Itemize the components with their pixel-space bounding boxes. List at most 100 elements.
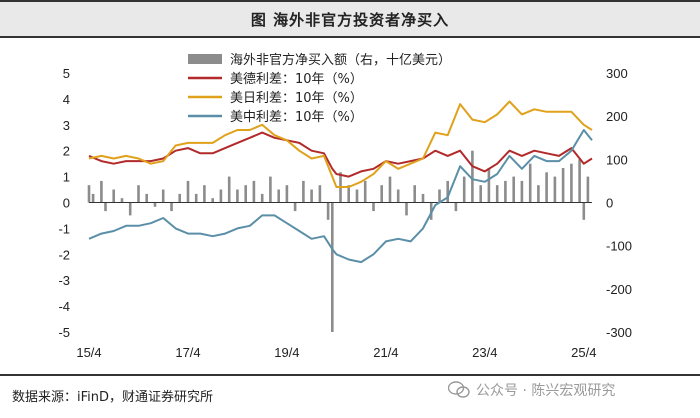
bar	[277, 189, 280, 203]
left-tick-label: 1	[63, 170, 70, 185]
bar	[553, 176, 557, 203]
bar	[128, 202, 132, 216]
right-tick-label: 300	[606, 66, 628, 81]
bar	[318, 185, 322, 203]
x-tick-label: 21/4	[373, 345, 398, 360]
bar	[462, 176, 466, 203]
figure-title: 图 海外非官方投资者净买入	[250, 10, 450, 29]
bar	[520, 180, 524, 203]
bar	[578, 159, 581, 203]
bar	[227, 176, 231, 203]
bar	[244, 185, 247, 203]
bar	[302, 180, 305, 203]
bar	[405, 202, 408, 216]
series-line-0	[88, 131, 593, 178]
bar	[194, 193, 198, 203]
bar	[413, 185, 416, 203]
bar	[252, 180, 256, 203]
bar	[87, 185, 91, 203]
bar	[219, 189, 223, 203]
watermark: 公众号 · 陈兴宏观研究	[448, 380, 615, 400]
bar	[388, 176, 392, 203]
legend: 海外非官方净买入额（右，十亿美元） 美德利差：10年（%） 美日利差：10年（%） 美…	[188, 52, 451, 125]
bar	[347, 185, 350, 203]
bar	[479, 185, 482, 203]
right-tick-label: -100	[606, 239, 632, 254]
left-tick-label: -3	[58, 273, 70, 288]
bar	[545, 172, 548, 203]
series-line-1	[88, 100, 593, 188]
wechat-icon	[448, 381, 470, 398]
bar	[310, 189, 313, 203]
x-tick-label: 23/4	[472, 345, 497, 360]
bar	[561, 168, 565, 203]
left-tick-label: 0	[63, 196, 70, 211]
bar	[512, 176, 515, 203]
legend-swatch-bars	[188, 54, 222, 64]
bar	[582, 202, 586, 220]
left-tick-label: 5	[63, 66, 70, 81]
legend-label-jp: 美日利差：10年（%）	[230, 91, 363, 106]
bar	[112, 189, 115, 203]
bar	[186, 180, 190, 203]
bars-layer	[87, 150, 590, 332]
bar	[326, 202, 330, 220]
left-tick-label: -2	[58, 247, 70, 262]
bar	[203, 185, 206, 203]
bar	[293, 202, 297, 212]
bar	[396, 189, 400, 203]
bar	[438, 189, 441, 203]
left-tick-label: 3	[63, 118, 70, 133]
bar	[178, 193, 181, 203]
bar	[355, 189, 359, 203]
bottom-rule	[0, 374, 700, 376]
axes-layer: 5 4 3 2 1 0 -1 -2 -3 -4 -5 300 200 100 0 -100 -200 -300 15…	[58, 66, 632, 360]
bar	[269, 176, 272, 203]
right-tick-label: 100	[606, 152, 628, 167]
bar	[120, 198, 124, 203]
chart-svg: 5 4 3 2 1 0 -1 -2 -3 -4 -5 300 200 100 0 -100 -200 -300 15…	[58, 52, 632, 360]
left-tick-label: -4	[58, 299, 70, 314]
bar	[260, 193, 264, 203]
bar	[211, 198, 214, 203]
figure-title-band: 图 海外非官方投资者净买入	[0, 0, 700, 38]
right-tick-label: -300	[606, 325, 632, 340]
series-line-2	[88, 129, 593, 264]
watermark-text: 公众号 · 陈兴宏观研究	[476, 383, 616, 399]
bar	[487, 168, 491, 203]
left-tick-label: -5	[58, 325, 70, 340]
right-tick-label: 0	[606, 196, 613, 211]
bar	[528, 163, 532, 203]
bar	[153, 202, 157, 207]
bar	[421, 193, 425, 203]
lines-layer	[88, 100, 593, 264]
bar	[170, 202, 173, 212]
bar	[570, 163, 573, 203]
bar	[363, 180, 367, 203]
source-note: 数据来源：iFinD，财通证券研究所	[12, 390, 214, 405]
bar	[372, 202, 375, 212]
x-tick-label: 17/4	[175, 345, 200, 360]
right-tick-label: -200	[606, 282, 632, 297]
bar	[446, 180, 449, 203]
bar	[285, 185, 289, 203]
bar	[380, 185, 383, 203]
legend-label-bars: 海外非官方净买入额（右，十亿美元）	[230, 52, 451, 68]
right-tick-label: 200	[606, 109, 628, 124]
bar	[504, 180, 507, 203]
legend-label-cn: 美中利差：10年（%）	[230, 110, 363, 125]
bar	[471, 150, 474, 203]
bar	[537, 185, 540, 203]
bar	[331, 202, 334, 332]
left-tick-label: -1	[58, 221, 70, 236]
bar	[145, 193, 148, 203]
bar	[91, 193, 95, 203]
bar	[161, 189, 165, 203]
x-tick-label: 19/4	[274, 345, 299, 360]
bar	[100, 180, 103, 203]
bar	[586, 176, 590, 203]
x-tick-label: 15/4	[76, 345, 101, 360]
bar	[495, 185, 499, 203]
bar	[137, 185, 140, 203]
left-tick-label: 4	[63, 92, 70, 107]
